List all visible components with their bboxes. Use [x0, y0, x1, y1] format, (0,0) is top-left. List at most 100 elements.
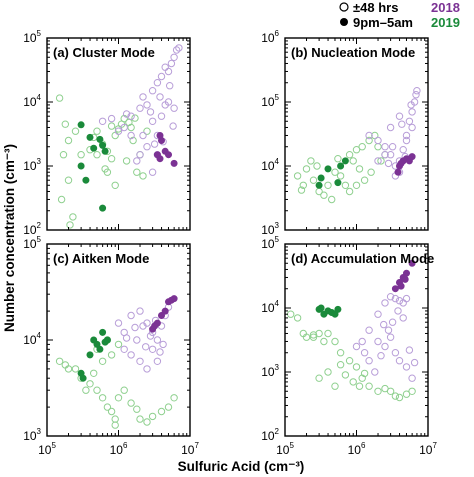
- point-2019-open: [103, 403, 112, 411]
- point-2019-open: [93, 386, 101, 394]
- point-2019-open: [287, 310, 295, 318]
- point-2018-open: [384, 326, 393, 334]
- point-2018-open: [164, 98, 173, 106]
- point-2019-open: [57, 195, 66, 204]
- point-2018-open: [408, 123, 416, 132]
- point-2018-open: [170, 53, 178, 61]
- point-2018-open: [120, 345, 128, 353]
- point-2019-open: [313, 162, 321, 170]
- point-2019-open: [331, 168, 339, 176]
- point-2019-open: [336, 349, 345, 357]
- point-2019-open: [320, 191, 328, 199]
- point-2019-open: [324, 329, 332, 338]
- point-2019-open: [86, 380, 94, 388]
- point-2019-open: [107, 155, 116, 163]
- point-2018-open: [386, 123, 395, 132]
- y-tick-label: 105: [23, 235, 41, 251]
- y-tick-label: 104: [261, 157, 279, 173]
- point-2018-open: [127, 112, 135, 120]
- point-2018-open: [402, 131, 411, 140]
- y-tick-label: 102: [261, 427, 279, 443]
- point-2019-open: [349, 157, 357, 165]
- panel-title: (c) Aitken Mode: [53, 251, 149, 266]
- point-2019-open: [328, 195, 336, 204]
- point-2019-filled: [334, 305, 342, 313]
- point-2018-filled: [165, 151, 173, 159]
- point-2018-open: [122, 334, 131, 342]
- x-axis-label: Sulfuric Acid (cm⁻³): [178, 459, 305, 474]
- point-2019-open: [143, 418, 151, 426]
- point-2019-open: [293, 314, 302, 322]
- ticks: [46, 38, 190, 231]
- point-2018-open: [399, 299, 407, 307]
- point-2019-open: [352, 146, 361, 154]
- point-2018-open: [407, 101, 415, 109]
- point-2019-filled: [77, 162, 85, 170]
- point-2019-open: [345, 357, 354, 365]
- point-2019-open: [334, 155, 342, 163]
- point-2019-filled: [86, 133, 94, 141]
- point-2019-open: [164, 403, 173, 411]
- point-2019-open: [402, 390, 411, 398]
- point-2018-open: [391, 294, 400, 303]
- point-2018-open: [146, 332, 155, 340]
- point-2019-open: [341, 371, 350, 379]
- point-2018-filled: [402, 269, 410, 277]
- point-2018-filled: [161, 307, 169, 315]
- point-2018-open: [120, 123, 128, 132]
- point-2019-filled: [90, 144, 98, 152]
- y-tick-label: 104: [261, 299, 279, 315]
- y-tick-label: 103: [23, 157, 41, 173]
- legend-filled-marker: [340, 18, 348, 26]
- plot-frame: [46, 243, 191, 437]
- point-2019-open: [77, 151, 85, 159]
- point-2018-open: [143, 365, 151, 373]
- y-axis-label: Number concentration (cm⁻³): [2, 144, 17, 332]
- point-2018-open: [150, 140, 159, 148]
- point-2019-open: [59, 151, 68, 159]
- legend-open-label: ±48 hrs: [353, 0, 398, 15]
- point-2018-open: [172, 46, 181, 54]
- scatter-points: [55, 44, 183, 229]
- y-tick-label: 105: [261, 235, 279, 251]
- point-2019-open: [395, 393, 404, 402]
- point-2019-filled: [86, 351, 94, 359]
- point-2018-filled: [170, 295, 178, 303]
- point-2018-open: [402, 294, 411, 303]
- point-2019-open: [374, 143, 382, 151]
- point-2018-open: [107, 114, 116, 123]
- y-tick-label: 105: [23, 29, 41, 45]
- ticks: [284, 244, 428, 437]
- point-2018-filled: [408, 153, 416, 161]
- y-tick-label: 102: [23, 221, 41, 237]
- point-2018-open: [408, 374, 416, 382]
- point-2019-filled: [99, 328, 107, 336]
- legend-filled-label: 9pm–5am: [353, 15, 413, 30]
- point-2019-open: [122, 157, 131, 165]
- point-2019-filled: [99, 141, 107, 149]
- point-2018-open: [114, 127, 123, 135]
- point-2019-open: [114, 340, 123, 349]
- point-2019-open: [336, 172, 345, 180]
- point-2018-open: [413, 87, 421, 95]
- point-2018-open: [380, 320, 388, 329]
- ticks: [284, 38, 428, 231]
- point-2018-open: [148, 117, 157, 126]
- scatter-points: [293, 87, 421, 204]
- point-2018-open: [405, 346, 414, 354]
- point-2018-open: [133, 336, 141, 344]
- point-2019-open: [98, 394, 107, 402]
- point-2019-open: [111, 421, 119, 429]
- y-tick-label: 103: [261, 221, 279, 237]
- x-tick-label: 107: [419, 441, 437, 457]
- point-2018-open: [395, 357, 404, 365]
- point-2018-open: [412, 91, 420, 99]
- panel-accumulation-mode: 102 103 104 105 105 106 107 (d) Accumulation Mo…: [261, 235, 437, 457]
- point-2018-open: [408, 108, 416, 116]
- point-2018-open: [139, 93, 147, 101]
- point-2019-open: [331, 382, 339, 390]
- point-2019-open: [309, 333, 318, 341]
- point-2018-open: [139, 131, 147, 140]
- point-2019-open: [55, 94, 64, 102]
- point-2019-filled: [99, 204, 107, 212]
